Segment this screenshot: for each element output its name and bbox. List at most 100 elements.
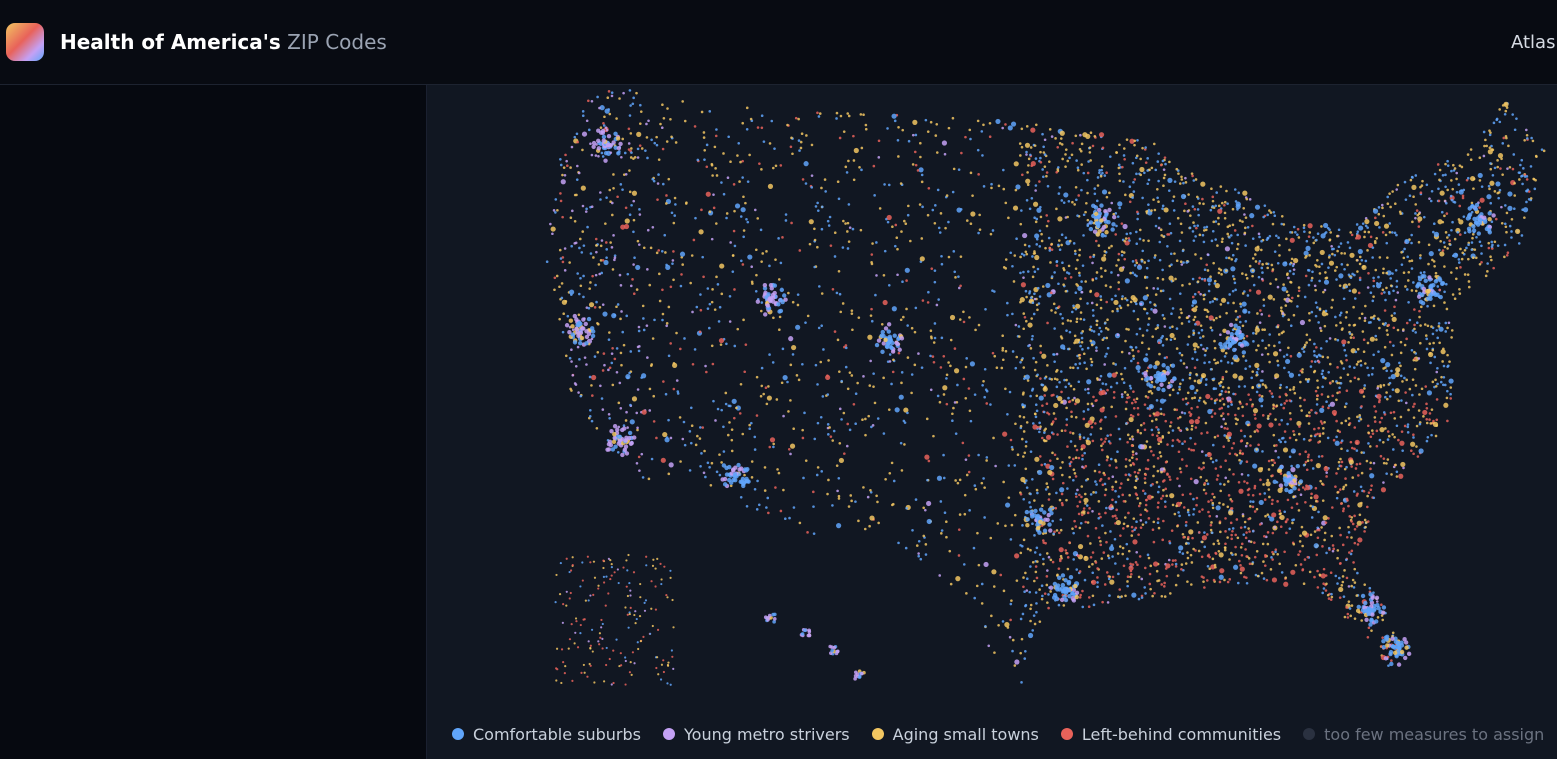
zip-dot: [647, 119, 650, 123]
zip-dot: [1155, 569, 1159, 573]
logo: [6, 23, 44, 61]
zip-dot: [1128, 384, 1132, 388]
zip-dot: [1415, 445, 1418, 448]
zip-dot: [681, 437, 685, 441]
zip-dot: [699, 426, 702, 429]
zip-dot: [1490, 144, 1493, 148]
zip-dot: [952, 167, 956, 171]
zip-dot: [1179, 470, 1183, 474]
zip-dot: [1521, 208, 1524, 211]
zip-dot: [1040, 463, 1044, 467]
zip-dot: [1156, 276, 1160, 280]
zip-dot: [800, 132, 804, 136]
zip-dot: [1297, 373, 1301, 377]
zip-dot: [1171, 307, 1175, 310]
zip-dot: [1235, 318, 1238, 321]
zip-dot: [1180, 178, 1184, 181]
zip-dot: [929, 335, 933, 338]
zip-dot: [1072, 304, 1075, 308]
zip-dot: [1193, 379, 1197, 383]
zip-dot: [556, 208, 559, 212]
nav-link[interactable]: Atlas: [1511, 32, 1556, 53]
zip-dot: [1134, 346, 1138, 349]
zip-dot: [1120, 595, 1123, 598]
zip-dot: [618, 97, 621, 100]
zip-dot: [1315, 238, 1318, 242]
zip-dot: [1198, 531, 1201, 534]
zip-dot: [1480, 185, 1484, 188]
zip-dot: [1043, 439, 1047, 443]
zip-dot: [1353, 447, 1356, 451]
zip-dot: [711, 362, 715, 366]
zip-dot: [1241, 292, 1245, 295]
zip-dot: [1248, 198, 1252, 201]
zip-dot: [1385, 241, 1389, 245]
zip-dot: [1109, 155, 1112, 158]
zip-dot: [796, 293, 800, 296]
zip-dot: [1102, 551, 1106, 554]
zip-dot: [945, 402, 949, 406]
zip-dot: [1431, 380, 1435, 384]
zip-dot: [1029, 565, 1032, 568]
zip-dot: [1167, 177, 1173, 183]
zip-dot: [1111, 498, 1114, 502]
zip-dot: [587, 99, 590, 103]
zip-dot: [1043, 394, 1047, 397]
zip-dot: [1178, 514, 1181, 518]
zip-dot: [1194, 549, 1197, 552]
zip-dot: [1105, 571, 1109, 574]
zip-dot: [1155, 480, 1159, 484]
zip-dot: [1211, 506, 1215, 510]
zip-dot: [1035, 303, 1039, 307]
zip-dot: [1253, 486, 1257, 490]
zip-dot: [1335, 324, 1338, 327]
zip-dot: [919, 155, 922, 159]
zip-dot: [1015, 237, 1018, 240]
zip-dot: [1205, 315, 1209, 318]
zip-dot: [1024, 440, 1028, 444]
zip-dot: [1077, 543, 1084, 550]
zip-dot: [1374, 410, 1378, 413]
zip-dot: [1355, 363, 1359, 366]
zip-dot: [1095, 319, 1099, 323]
zip-dot: [842, 219, 845, 223]
zip-dot: [1236, 233, 1240, 237]
zip-dot: [1147, 517, 1151, 520]
zip-dot: [1034, 456, 1040, 462]
zip-dot: [848, 371, 852, 374]
zip-dot: [613, 254, 617, 257]
zip-dot: [826, 492, 829, 496]
zip-dot: [988, 121, 992, 125]
zip-dot: [1309, 496, 1313, 500]
zip-dot: [1121, 165, 1124, 169]
zip-dot: [1374, 334, 1378, 338]
zip-dot: [820, 227, 824, 231]
zip-dot: [1192, 513, 1195, 516]
zip-dot: [1149, 301, 1152, 304]
zip-dot: [1080, 511, 1084, 514]
zip-dot: [1226, 427, 1229, 431]
zip-dot: [1480, 260, 1483, 264]
zip-dot: [874, 293, 877, 297]
zip-dot: [1243, 290, 1246, 293]
zip-dot: [1078, 362, 1082, 365]
zip-dot: [983, 367, 987, 371]
zip-dot: [1363, 319, 1367, 323]
zip-dot: [1343, 267, 1346, 271]
zip-dot: [1042, 541, 1046, 544]
zip-dot: [773, 147, 776, 150]
zip-dot: [1345, 465, 1348, 469]
zip-dot: [968, 409, 972, 413]
zip-dot: [714, 167, 717, 170]
zip-dot: [1496, 165, 1500, 169]
zip-dot: [1391, 190, 1394, 193]
zip-dot: [1363, 235, 1366, 239]
zip-dot: [1455, 277, 1458, 281]
zip-dot: [1289, 281, 1293, 284]
zip-dot: [1059, 554, 1063, 558]
zip-dot: [673, 214, 677, 217]
zip-dot: [605, 196, 608, 199]
zip-dot: [1357, 377, 1360, 381]
zip-dot: [1246, 225, 1250, 229]
zip-dot: [1473, 248, 1477, 251]
